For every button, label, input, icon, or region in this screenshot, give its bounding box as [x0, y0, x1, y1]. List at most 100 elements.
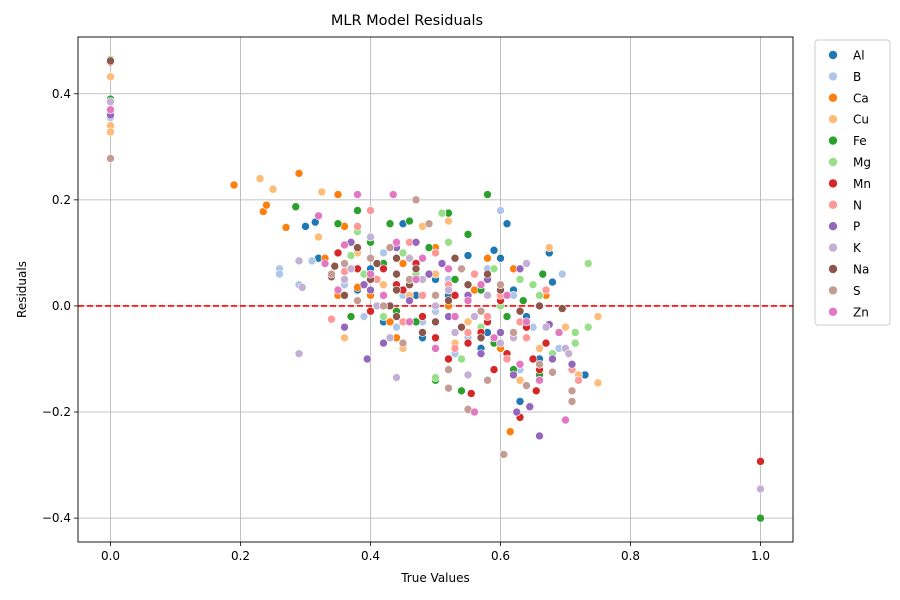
data-point: [463, 280, 473, 290]
data-point: [294, 256, 304, 266]
legend-marker: [828, 221, 838, 231]
data-point: [366, 206, 375, 215]
data-point: [398, 338, 408, 348]
data-point: [411, 195, 421, 205]
legend-marker: [828, 71, 838, 82]
data-point: [463, 251, 473, 260]
data-point: [489, 264, 499, 274]
data-point: [379, 264, 388, 274]
data-point: [424, 219, 434, 229]
data-point: [535, 344, 544, 353]
legend-marker: [828, 264, 838, 274]
data-point: [515, 275, 525, 284]
legend-marker: [828, 157, 838, 167]
legend-label: Al: [853, 49, 865, 63]
y-axis-label: Residuals: [15, 261, 29, 318]
data-point: [505, 427, 515, 436]
data-point: [489, 333, 499, 343]
data-point: [499, 450, 509, 459]
data-point: [538, 269, 548, 279]
data-point: [457, 354, 466, 364]
data-point: [333, 248, 343, 258]
data-point: [333, 285, 343, 295]
data-point: [450, 291, 460, 300]
data-point: [444, 354, 453, 364]
data-point: [567, 359, 577, 369]
data-point: [418, 253, 427, 263]
data-point: [570, 338, 580, 348]
legend: Al B Ca Cu Fe Mg Mn NPK Na S Zn: [814, 39, 891, 326]
data-point: [418, 328, 427, 337]
data-point: [463, 230, 473, 239]
data-point: [535, 301, 544, 311]
data-point: [340, 333, 349, 343]
data-point: [544, 243, 554, 252]
data-point: [444, 383, 453, 393]
legend-marker: [828, 178, 838, 189]
data-point: [291, 202, 301, 212]
data-point: [535, 359, 544, 369]
data-point: [392, 373, 401, 382]
data-point: [470, 407, 479, 417]
series-mn: [106, 57, 765, 466]
data-point: [522, 381, 531, 390]
data-point: [457, 264, 466, 274]
data-point: [405, 296, 414, 305]
data-point: [346, 264, 356, 274]
data-point: [756, 484, 765, 494]
data-point: [392, 285, 401, 295]
data-point: [330, 261, 340, 271]
data-point: [541, 285, 551, 295]
data-point: [301, 222, 310, 231]
x-tick-label: 0.6: [491, 549, 510, 563]
legend-marker: [828, 306, 838, 317]
data-point: [522, 317, 531, 327]
data-point: [353, 222, 362, 231]
data-point: [106, 127, 115, 137]
data-point: [476, 333, 486, 343]
data-point: [340, 291, 349, 300]
data-point: [489, 365, 499, 374]
data-point: [418, 312, 427, 321]
data-point: [106, 97, 115, 107]
data-point: [431, 248, 440, 258]
legend-label: Zn: [853, 305, 869, 319]
legend-label: Mg: [853, 156, 871, 170]
data-point: [450, 312, 460, 321]
data-point: [444, 296, 453, 305]
data-point: [366, 306, 375, 316]
data-point: [320, 259, 330, 268]
data-point: [548, 367, 557, 377]
data-point: [411, 275, 421, 284]
data-point: [106, 154, 115, 163]
data-point: [444, 285, 453, 295]
data-point: [359, 312, 369, 321]
data-point: [388, 190, 398, 199]
data-point: [437, 259, 447, 268]
data-point: [522, 259, 531, 268]
data-point: [431, 301, 440, 311]
legend-label: B: [853, 70, 861, 84]
data-point: [431, 344, 440, 353]
data-point: [593, 378, 603, 388]
data-point: [392, 322, 401, 332]
data-point: [466, 389, 476, 398]
data-point: [385, 317, 395, 327]
data-point: [294, 169, 304, 178]
data-point: [346, 251, 356, 260]
data-point: [502, 219, 512, 229]
data-point: [567, 386, 577, 396]
data-point: [398, 248, 408, 258]
data-point: [353, 190, 362, 199]
data-point: [509, 328, 518, 337]
data-point: [379, 312, 388, 321]
data-point: [314, 232, 323, 242]
legend-label: S: [853, 284, 861, 298]
data-point: [502, 312, 512, 321]
data-point: [509, 370, 518, 380]
data-point: [333, 219, 343, 229]
grid-lines: [78, 37, 793, 542]
data-point: [489, 245, 499, 255]
y-tick-label: 0.4: [52, 87, 71, 101]
data-point: [307, 256, 317, 266]
